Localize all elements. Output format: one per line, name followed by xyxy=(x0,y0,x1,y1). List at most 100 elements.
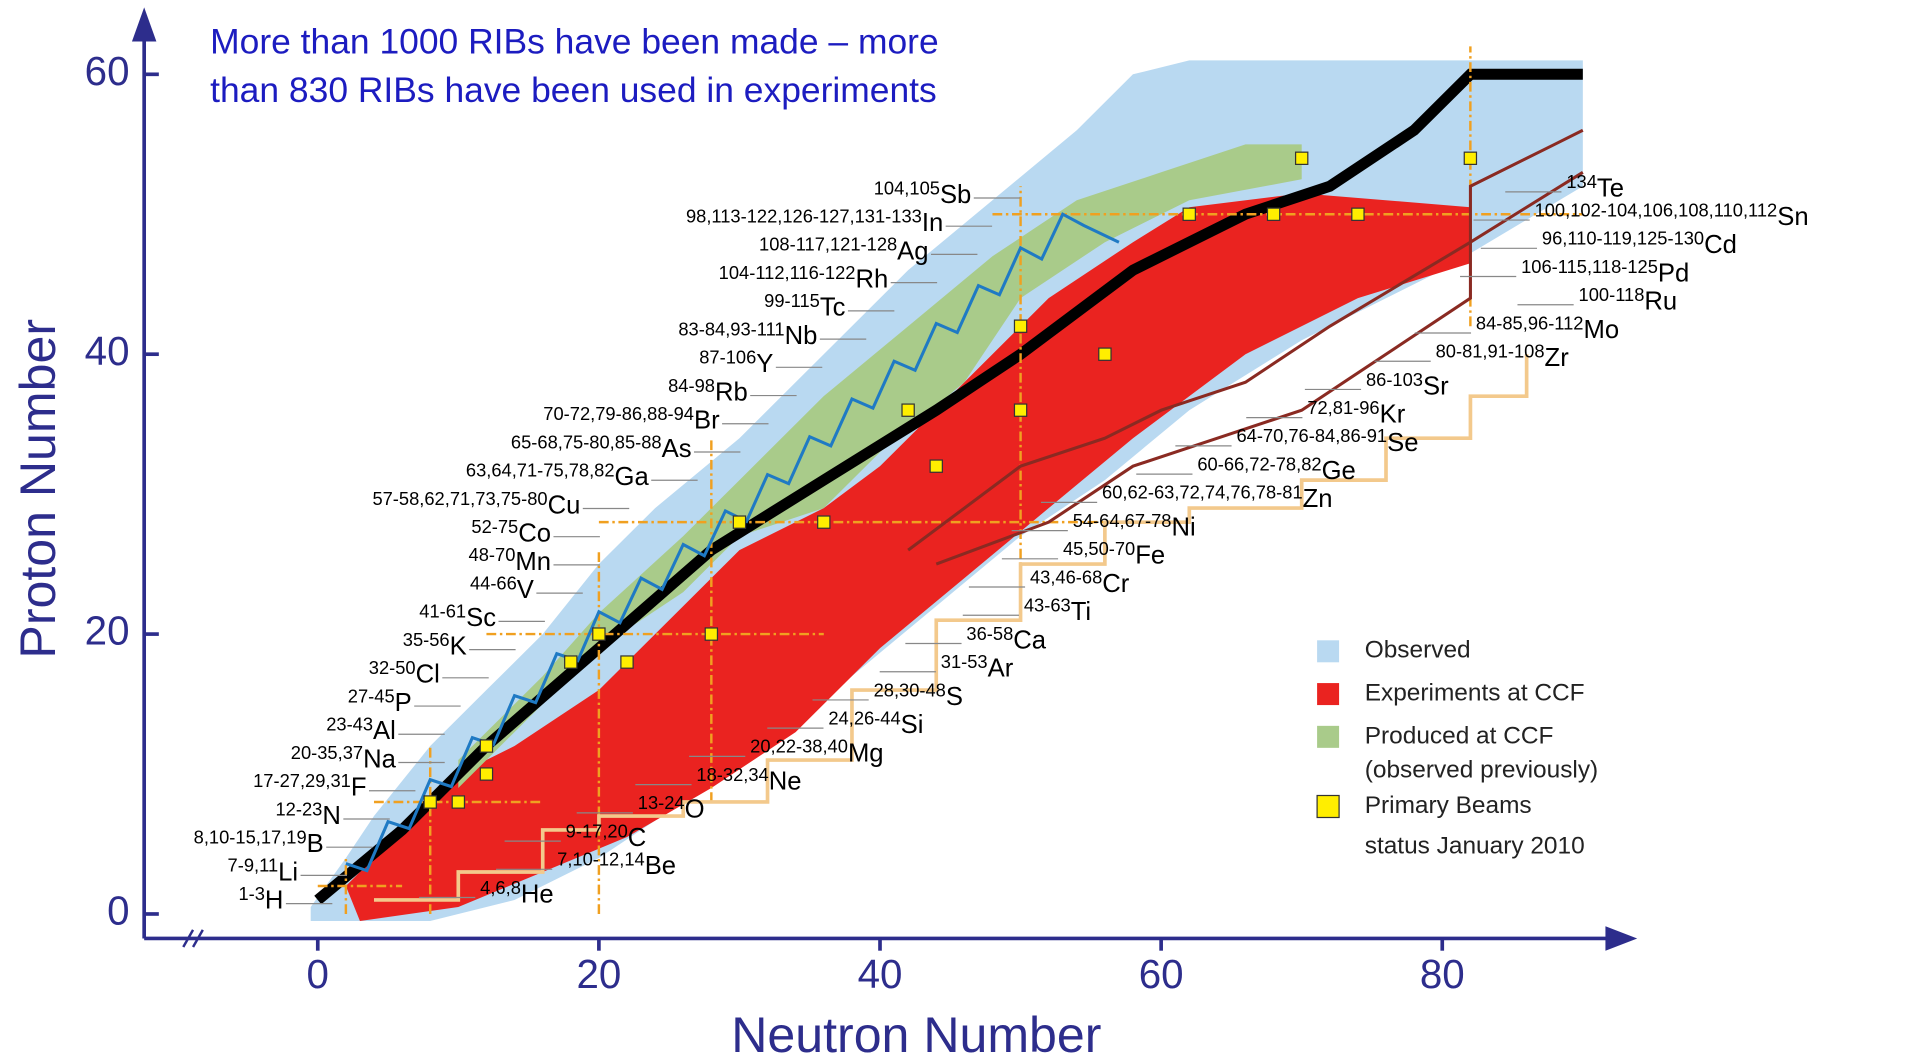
element-label: 13-24O xyxy=(638,792,705,824)
element-symbol: Sc xyxy=(466,604,496,632)
legend-note: (observed previously) xyxy=(1365,757,1598,784)
element-symbol: Mn xyxy=(515,548,551,576)
isotope-range: 108-117,121-128 xyxy=(759,234,897,255)
isotope-range: 100-118 xyxy=(1579,284,1645,305)
element-label: 18-32,34Ne xyxy=(696,764,801,796)
isotope-range: 23-43 xyxy=(326,714,373,735)
element-label: 83-84,93-111Nb xyxy=(678,318,817,350)
element-symbol: Kr xyxy=(1380,401,1406,429)
element-label: 36-58Ca xyxy=(966,623,1046,655)
element-symbol: Cu xyxy=(548,491,581,519)
x-tick-label: 80 xyxy=(1420,951,1465,997)
primary-beam xyxy=(1013,403,1028,417)
isotope-range: 72,81-96 xyxy=(1307,397,1379,418)
element-label: 70-72,79-86,88-94Br xyxy=(543,403,720,435)
primary-beam xyxy=(423,795,437,809)
isotope-range: 83-84,93-111 xyxy=(678,318,784,339)
element-label: 54-64,67-78Ni xyxy=(1073,510,1196,542)
element-symbol: B xyxy=(307,830,324,858)
element-symbol: Al xyxy=(373,717,396,745)
legend-label: Produced at CCF xyxy=(1365,722,1554,749)
element-symbol: P xyxy=(395,689,412,717)
element-symbol: Te xyxy=(1597,175,1624,203)
isotope-range: 96,110-119,125-130 xyxy=(1542,228,1704,249)
isotope-range: 134 xyxy=(1566,171,1597,192)
primary-beam xyxy=(1013,319,1028,333)
legend-swatch xyxy=(1317,640,1340,663)
isotope-range: 17-27,29,31 xyxy=(253,770,351,791)
element-symbol: Be xyxy=(645,852,676,880)
element-symbol: Ti xyxy=(1071,598,1091,626)
element-symbol: C xyxy=(628,824,647,852)
element-label: 43,46-68Cr xyxy=(1030,566,1130,598)
y-arrow xyxy=(131,7,157,42)
primary-beam xyxy=(479,767,494,781)
y-tick-label: 60 xyxy=(85,48,130,94)
element-label: 72,81-96Kr xyxy=(1307,397,1405,429)
element-label: 45,50-70Fe xyxy=(1063,538,1165,570)
element-symbol: He xyxy=(521,880,554,908)
isotope-range: 84-85,96-112 xyxy=(1476,312,1584,333)
element-symbol: Mg xyxy=(848,739,884,767)
element-label: 17-27,29,31F xyxy=(253,770,366,802)
element-symbol: Ca xyxy=(1013,626,1047,654)
isotope-range: 57-58,62,71,73,75-80 xyxy=(372,488,547,509)
isotope-range: 84-98 xyxy=(668,375,715,396)
element-symbol: O xyxy=(685,796,705,824)
element-symbol: Se xyxy=(1387,429,1418,457)
element-label: 31-53Ar xyxy=(941,651,1014,683)
isotope-range: 99-115 xyxy=(764,290,820,311)
element-symbol: Cd xyxy=(1704,231,1737,259)
isotope-range: 27-45 xyxy=(348,685,395,706)
legend-swatch xyxy=(1317,683,1340,706)
element-symbol: Rb xyxy=(715,378,748,406)
x-tick-label: 0 xyxy=(307,951,329,997)
element-label: 60,62-63,72,74,76,78-81Zn xyxy=(1102,482,1333,514)
y-tick-label: 0 xyxy=(107,888,129,934)
isotope-range: 98,113-122,126-127,131-133 xyxy=(686,206,922,227)
experiments-region xyxy=(345,193,1471,921)
element-symbol: Si xyxy=(901,711,924,739)
isotope-range: 86-103 xyxy=(1366,369,1423,390)
isotope-range: 80-81,91-108 xyxy=(1436,341,1545,362)
element-label: 99-115Tc xyxy=(764,290,845,322)
primary-beam xyxy=(620,655,634,669)
element-label: 1-3H xyxy=(238,883,283,915)
element-symbol: Fe xyxy=(1135,542,1165,570)
primary-beam xyxy=(1351,207,1365,221)
boundary-line xyxy=(373,354,1529,902)
isotope-range: 104,105 xyxy=(874,177,940,198)
primary-beam xyxy=(1182,207,1196,221)
element-symbol: Sr xyxy=(1423,372,1449,400)
isotope-range: 60-66,72-78,82 xyxy=(1197,453,1321,474)
x-arrow xyxy=(1605,926,1638,951)
element-label: 60-66,72-78,82Ge xyxy=(1197,453,1355,485)
element-symbol: Co xyxy=(518,520,551,548)
element-label: 35-56K xyxy=(403,629,467,661)
title-line: More than 1000 RIBs have been made – mor… xyxy=(210,21,939,61)
element-symbol: Cr xyxy=(1102,570,1130,598)
isotope-range: 43-63 xyxy=(1024,595,1071,616)
isotope-range: 8,10-15,17,19 xyxy=(194,827,307,848)
element-label: 57-58,62,71,73,75-80Cu xyxy=(372,488,580,520)
element-label: 96,110-119,125-130Cd xyxy=(1542,228,1737,260)
element-symbol: K xyxy=(450,632,467,660)
element-label: 64-70,76-84,86-91Se xyxy=(1236,425,1418,457)
isotope-range: 18-32,34 xyxy=(696,764,768,785)
isotope-range: 45,50-70 xyxy=(1063,538,1135,559)
element-symbol: Zr xyxy=(1545,344,1570,372)
isotope-range: 43,46-68 xyxy=(1030,566,1102,587)
zigzag-line xyxy=(345,212,1120,873)
element-label: 100-118Ru xyxy=(1579,284,1678,316)
isotope-range: 60,62-63,72,74,76,78-81 xyxy=(1102,482,1303,503)
isotope-range: 41-61 xyxy=(419,601,466,622)
isotope-range: 100,102-104,106,108,110,112 xyxy=(1535,199,1778,220)
primary-beam xyxy=(1266,207,1281,221)
primary-beam xyxy=(901,403,915,417)
isotope-range: 24,26-44 xyxy=(828,708,900,729)
primary-beam xyxy=(732,515,747,529)
element-symbol: Rh xyxy=(855,266,888,294)
boundary-line xyxy=(907,170,1584,552)
primary-beam xyxy=(592,627,606,641)
element-symbol: Ar xyxy=(988,655,1014,683)
